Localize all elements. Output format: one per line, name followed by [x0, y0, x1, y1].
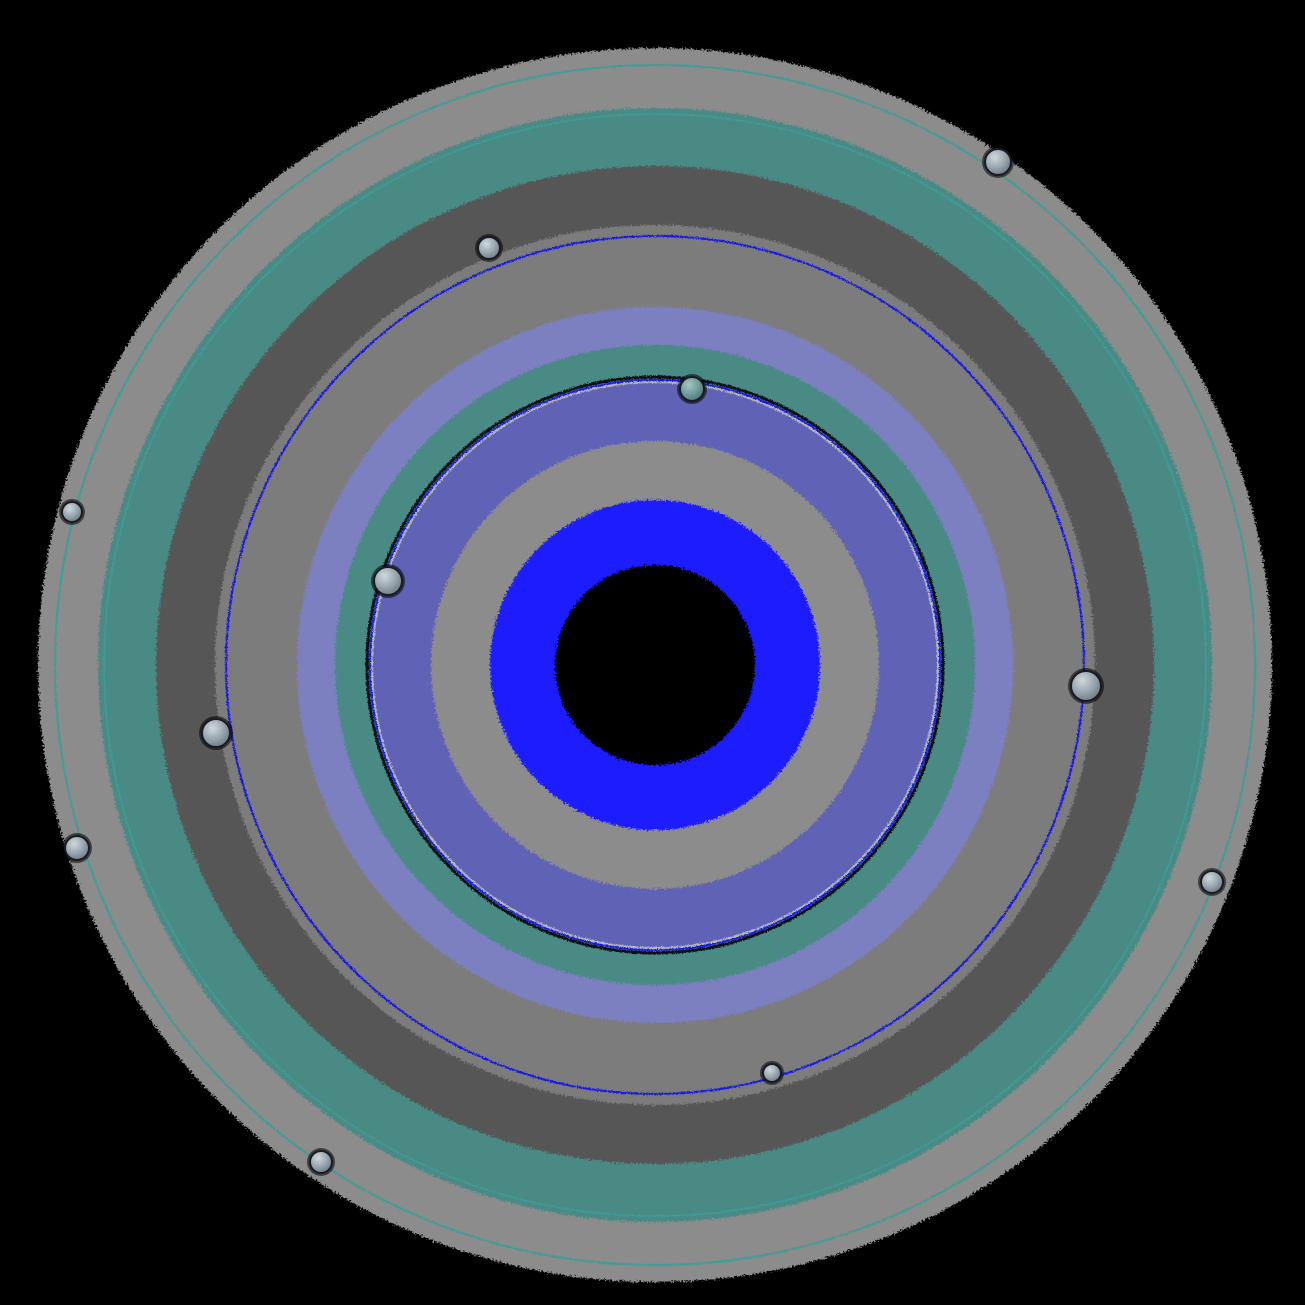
node-markers-layer [59, 146, 1226, 1176]
node-marker[interactable] [760, 1061, 784, 1085]
orbit-core [371, 381, 939, 949]
node-marker-dot[interactable] [64, 835, 90, 861]
node-marker-dot[interactable] [1070, 670, 1102, 702]
node-marker[interactable] [982, 146, 1014, 178]
node-marker-dot[interactable] [1200, 870, 1224, 894]
node-marker[interactable] [371, 564, 405, 598]
orbit-mid [225, 235, 1085, 1095]
orbit-outer [54, 64, 1256, 1266]
orbit-upper [103, 113, 1207, 1217]
orbit-core-shadow [365, 375, 945, 955]
node-marker[interactable] [62, 833, 92, 863]
node-marker-dot[interactable] [984, 148, 1012, 176]
node-marker-dot[interactable] [61, 501, 83, 523]
node-marker-dot[interactable] [762, 1063, 782, 1083]
orbit-inner [369, 379, 941, 951]
node-marker-dot[interactable] [309, 1150, 333, 1174]
node-marker-dot[interactable] [201, 718, 231, 748]
node-marker[interactable] [1198, 868, 1226, 896]
node-marker[interactable] [199, 716, 233, 750]
node-marker-dot[interactable] [679, 376, 705, 402]
orbit-paths-layer [54, 64, 1256, 1266]
core-void [555, 565, 755, 765]
ring-bands-layer [38, 48, 1272, 1282]
node-marker[interactable] [1068, 668, 1104, 704]
node-marker-dot[interactable] [477, 236, 501, 260]
node-marker[interactable] [475, 234, 503, 262]
node-marker[interactable] [677, 374, 707, 404]
node-marker[interactable] [307, 1148, 335, 1176]
node-marker[interactable] [59, 499, 85, 525]
node-marker-dot[interactable] [373, 566, 403, 596]
